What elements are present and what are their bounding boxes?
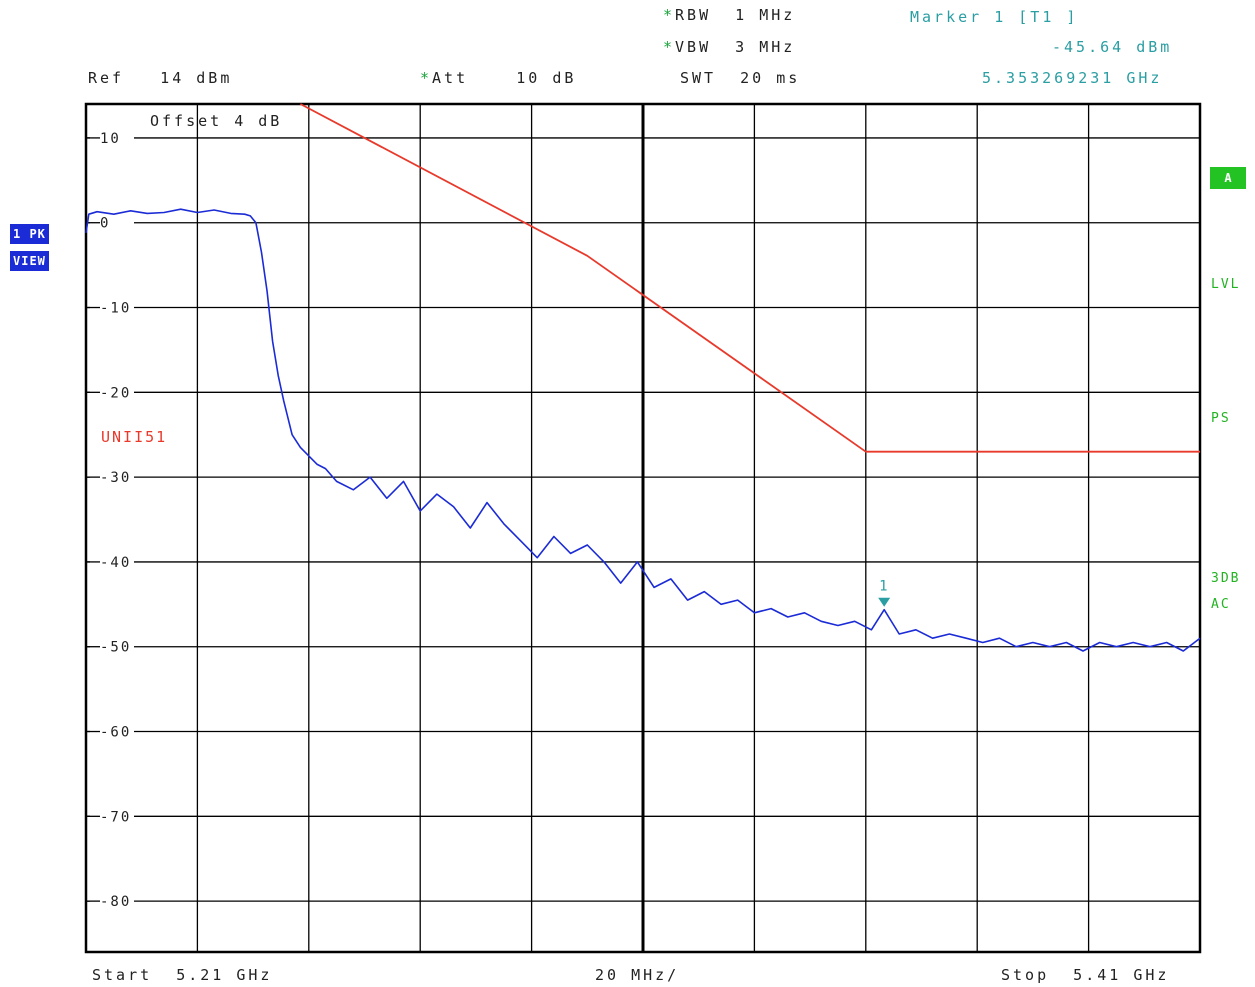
stop-frequency-label: Stop 5.41 GHz	[1001, 966, 1170, 984]
span-per-division-label: 20 MHz/	[595, 966, 680, 984]
plot-grid	[84, 102, 1202, 954]
y-tick-bg	[90, 637, 134, 655]
y-tick-bg	[90, 552, 134, 570]
ac-indicator: AC	[1211, 597, 1231, 612]
y-tick-bg	[90, 213, 134, 231]
swt-label: SWT 20 ms	[680, 69, 801, 87]
y-tick-label: -10	[100, 301, 131, 317]
y-tick-label: 10	[100, 131, 121, 147]
marker-number-label: 1	[879, 579, 887, 595]
y-tick-label: -50	[100, 640, 131, 656]
view-mode-badge: VIEW	[10, 251, 49, 271]
vbw-star: *	[663, 38, 676, 56]
y-tick-label: -30	[100, 470, 131, 486]
start-frequency-label: Start 5.21 GHz	[92, 966, 273, 984]
rbw-label: RBW 1 MHz	[675, 6, 796, 24]
ref-level-label: Ref 14 dBm	[88, 69, 233, 87]
vbw-label: VBW 3 MHz	[675, 38, 796, 56]
trace-a-indicator: A	[1210, 167, 1246, 189]
y-tick-label: -70	[100, 809, 131, 825]
y-tick-bg	[90, 468, 134, 486]
y-tick-label: 0	[100, 216, 110, 232]
y-tick-label: -40	[100, 555, 131, 571]
marker-triangle	[878, 597, 891, 607]
marker-group: 1	[878, 579, 891, 607]
y-tick-bg	[90, 383, 134, 401]
attenuation-label: Att 10 dB	[432, 69, 577, 87]
att-star: *	[420, 69, 433, 87]
y-tick-labels: 10 0 -10 -20 -30 -40 -50 -60 -70 -80	[86, 128, 134, 910]
lvl-indicator: LVL	[1211, 277, 1241, 292]
ps-indicator: PS	[1211, 411, 1231, 426]
y-tick-label: -60	[100, 725, 131, 741]
y-tick-label: -20	[100, 385, 131, 401]
marker-frequency: 5.353269231 GHz	[982, 69, 1163, 87]
y-tick-bg	[90, 892, 134, 910]
marker-title: Marker 1 [T1 ]	[910, 8, 1079, 26]
y-tick-bg	[90, 128, 134, 146]
rbw-star: *	[663, 6, 676, 24]
y-tick-bg	[90, 807, 134, 825]
3db-indicator: 3DB	[1211, 571, 1241, 586]
spectrum-trace	[85, 208, 1201, 652]
limit-line-label: UNII51	[101, 428, 167, 446]
y-tick-bg	[90, 298, 134, 316]
y-tick-bg	[90, 722, 134, 740]
marker-level: -45.64 dBm	[1052, 38, 1173, 56]
limit-line	[299, 103, 1200, 453]
plot-series	[85, 103, 1201, 652]
trace-badge-1pk: 1 PK	[10, 224, 49, 244]
offset-label: Offset 4 dB	[150, 112, 282, 130]
y-tick-label: -80	[100, 894, 131, 910]
